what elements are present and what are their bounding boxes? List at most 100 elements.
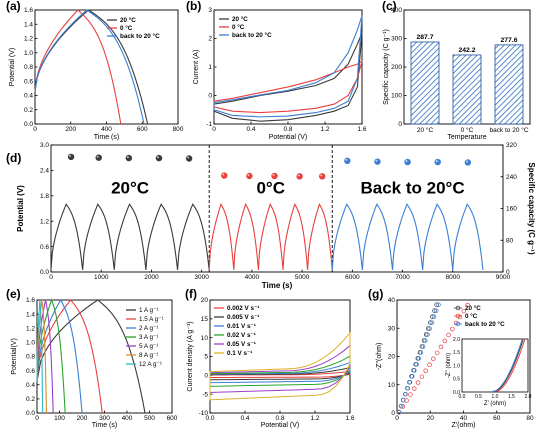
inset-frame bbox=[461, 338, 529, 393]
segment-label: Back to 20°C bbox=[361, 179, 465, 198]
legend-label: back to 20 °C bbox=[232, 31, 272, 39]
x-tick-label: 1.2 bbox=[320, 126, 329, 133]
eis-point bbox=[419, 374, 425, 379]
capacity-point bbox=[344, 157, 351, 165]
x-tick-label: 600 bbox=[137, 126, 148, 133]
x-tick-label: 0 bbox=[35, 415, 39, 422]
capacity-point bbox=[221, 172, 228, 179]
y-tick-label: 0.2 bbox=[24, 107, 33, 114]
eis-point bbox=[442, 338, 448, 344]
panel-d-label: (d) bbox=[6, 151, 21, 165]
y-right-tick-label: 160 bbox=[506, 206, 517, 213]
inset-y-tick-label: 1.0 bbox=[453, 363, 460, 369]
eis-point bbox=[423, 338, 428, 343]
panel-e-ylabel: Potential(V) bbox=[11, 338, 18, 375]
x-tick-label: 0.4 bbox=[240, 415, 249, 422]
legend-label: 20 °C bbox=[465, 304, 481, 312]
y-right-tick-label: 320 bbox=[506, 142, 517, 149]
x-tick-label: 0.8 bbox=[275, 415, 284, 422]
legend-label: 5 A g⁻¹ bbox=[139, 343, 158, 350]
eis-point bbox=[461, 308, 467, 314]
x-tick-label: 0.8 bbox=[283, 126, 292, 133]
x-tick-label: 400 bbox=[101, 126, 112, 133]
x-tick-label: 20 bbox=[427, 415, 435, 422]
panel-g-xlabel: Z'(ohm) bbox=[452, 422, 476, 429]
bar-value-label: 287.7 bbox=[416, 34, 433, 41]
y-tick-label: -10 bbox=[199, 410, 209, 417]
x-tick-label: 500 bbox=[144, 415, 155, 422]
panel-b-xlabel: Potential (V) bbox=[269, 134, 308, 141]
x-tick-label: 1.2 bbox=[310, 415, 319, 422]
y-tick-label: 1.2 bbox=[24, 36, 33, 43]
segment-label: 20°C bbox=[111, 179, 149, 198]
series-line bbox=[36, 298, 66, 414]
inset-curve bbox=[492, 339, 523, 392]
eis-point bbox=[446, 332, 451, 338]
eis-point bbox=[398, 403, 404, 409]
x-tick-label: 0 bbox=[395, 415, 399, 422]
panel-d-ylabel-right: Specific capacity (C g⁻¹) bbox=[527, 162, 536, 255]
eis-point bbox=[425, 332, 430, 337]
x-tick-label: 0.4 bbox=[246, 126, 255, 133]
capacity-point-shine bbox=[156, 156, 159, 159]
panel-c-xlabel: Temperature bbox=[447, 134, 486, 141]
y-tick-label: 2 bbox=[208, 36, 212, 43]
bar-value-label: 277.6 bbox=[500, 37, 517, 44]
y-tick-label: 200 bbox=[391, 64, 402, 71]
y-tick-label: 300 bbox=[391, 36, 402, 43]
eis-point bbox=[418, 350, 424, 355]
y-tick-label: 0.0 bbox=[40, 269, 49, 276]
capacity-point bbox=[319, 173, 326, 180]
y-right-tick-label: 80 bbox=[506, 237, 514, 244]
cv-loop bbox=[209, 367, 351, 381]
capacity-point-shine bbox=[465, 160, 468, 163]
inset-y-tick-label: 2.0 bbox=[453, 337, 460, 343]
capacity-point bbox=[271, 172, 278, 180]
x-tick-label: 1.6 bbox=[345, 415, 354, 422]
legend-label: 0.05 V s⁻¹ bbox=[227, 341, 256, 348]
y-tick-label: 1.4 bbox=[24, 21, 33, 28]
y-tick-label: 0.4 bbox=[24, 93, 33, 100]
legend-label: 0.005 V s⁻¹ bbox=[227, 314, 259, 321]
legend-label: 20 °C bbox=[232, 15, 248, 23]
x-tick-label: 200 bbox=[77, 415, 88, 422]
x-tick-label: 60 bbox=[493, 415, 501, 422]
eis-point bbox=[396, 409, 402, 415]
legend-label: 2 A g⁻¹ bbox=[139, 325, 158, 332]
eis-point bbox=[431, 356, 436, 362]
capacity-point-shine bbox=[435, 160, 438, 163]
y-tick-label: 0 bbox=[208, 93, 212, 100]
capacity-point-shine bbox=[69, 154, 72, 157]
eis-point bbox=[412, 368, 417, 373]
eis-point bbox=[465, 302, 470, 308]
y-tick-label: -5 bbox=[202, 391, 208, 398]
legend-label: 0 °C bbox=[120, 24, 133, 32]
panel-g-ylabel: -Z''(ohm) bbox=[376, 343, 383, 371]
legend-label: 1.5 A g⁻¹ bbox=[139, 316, 164, 323]
panel-d-ylabel: Potential (V) bbox=[16, 185, 25, 232]
legend-label: 12 A g⁻¹ bbox=[139, 361, 162, 368]
y-tick-label: 0.6 bbox=[24, 78, 33, 85]
inset-x-tick-label: 0.0 bbox=[459, 394, 466, 400]
legend-label: 0.01 V s⁻¹ bbox=[227, 323, 256, 330]
series-line bbox=[34, 9, 122, 125]
inset-y-tick-label: 0.0 bbox=[453, 390, 460, 396]
x-tick-label: 0 bbox=[49, 274, 53, 281]
eis-point bbox=[405, 385, 411, 391]
eis-point bbox=[438, 344, 444, 350]
x-tick-label: 1000 bbox=[94, 274, 109, 281]
eis-point bbox=[428, 320, 433, 325]
capacity-point-shine bbox=[187, 156, 190, 159]
series-line bbox=[36, 299, 103, 414]
eis-point bbox=[425, 326, 431, 331]
inset-y-tick-label: 1.5 bbox=[453, 350, 460, 356]
panel-d-xlabel: Time (s) bbox=[262, 281, 293, 290]
eis-point bbox=[450, 326, 455, 332]
y-tick-label: 1.4 bbox=[26, 311, 35, 318]
y-tick-label: 0 bbox=[398, 121, 402, 128]
legend-label: 0.02 V s⁻¹ bbox=[227, 332, 256, 339]
panel-b-ylabel: Current (A) bbox=[193, 50, 200, 85]
gcd-cycles bbox=[208, 202, 333, 270]
x-tick-label: 0 bbox=[212, 126, 216, 133]
